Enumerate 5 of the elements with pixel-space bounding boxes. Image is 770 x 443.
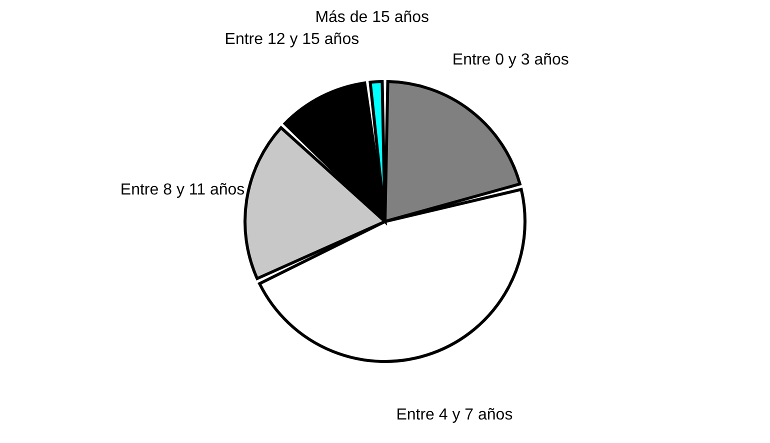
- slice-label: Entre 8 y 11 años: [120, 181, 245, 198]
- slice-label: Entre 12 y 15 años: [224, 30, 360, 48]
- slice-label: Entre 4 y 7 años: [396, 406, 513, 424]
- slice-label: Más de 15 años: [315, 8, 430, 26]
- slice-label: Entre 0 y 3 años: [452, 52, 569, 69]
